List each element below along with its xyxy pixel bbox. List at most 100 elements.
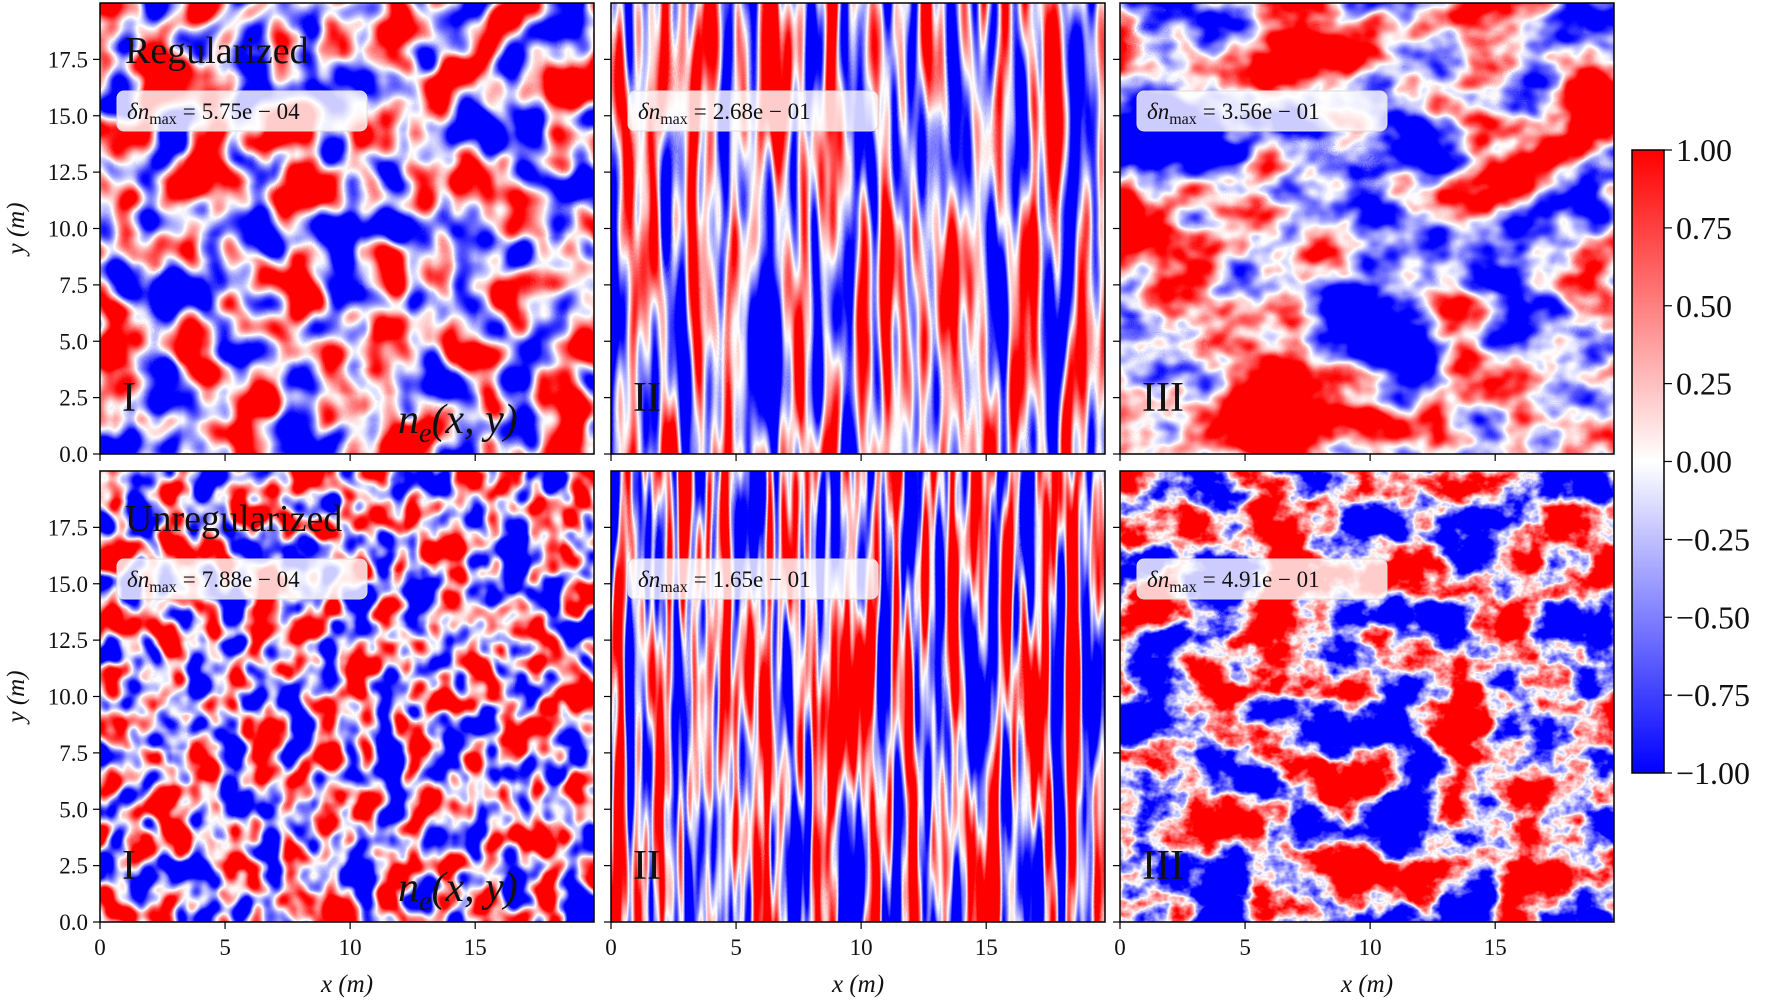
delta-symbol: δn	[1147, 567, 1169, 592]
field-symbol: n	[398, 397, 419, 443]
y-tick-label: 7.5	[59, 273, 88, 298]
delta-subscript: max	[1169, 111, 1197, 128]
delta-relation: =	[183, 567, 196, 592]
colorbar-tick-label: 0.25	[1676, 366, 1732, 402]
delta-value: 2.68e − 01	[713, 99, 811, 124]
colorbar-tick-label: −0.50	[1676, 599, 1750, 635]
y-tick-label: 2.5	[59, 386, 88, 411]
colorbar-tick-label: 0.75	[1676, 210, 1732, 246]
y-tick-label: 10.0	[48, 685, 88, 710]
field-args: (x, y)	[431, 865, 517, 911]
y-tick-label: 17.5	[48, 515, 88, 540]
colorbar-tick-label: 0.00	[1676, 444, 1732, 480]
panel-numeral: III	[1142, 843, 1184, 889]
x-axis-label: x (m)	[320, 971, 373, 998]
y-tick-label: 15.0	[48, 104, 88, 129]
delta-subscript: max	[149, 579, 177, 596]
heatmap-field	[100, 471, 594, 922]
delta-relation: =	[694, 99, 707, 124]
field-subscript: e	[419, 886, 431, 917]
x-tick-label: 5	[730, 935, 742, 960]
x-tick-label: 0	[94, 935, 106, 960]
delta-label: δnmax = 2.68e − 01	[638, 99, 811, 128]
delta-subscript: max	[660, 111, 688, 128]
x-tick-label: 15	[975, 935, 998, 960]
delta-symbol: δn	[127, 99, 149, 124]
x-tick-label: 10	[850, 935, 873, 960]
delta-subscript: max	[149, 111, 177, 128]
colorbar	[1631, 149, 1665, 774]
x-tick-label: 0	[605, 935, 617, 960]
y-tick-label: 0.0	[59, 910, 88, 935]
delta-box	[1136, 558, 1388, 600]
y-tick-label: 10.0	[48, 217, 88, 242]
field-symbol: n	[398, 865, 419, 911]
field-subscript: e	[419, 418, 431, 449]
delta-label: δnmax = 1.65e − 01	[638, 567, 811, 596]
delta-value: 4.91e − 01	[1222, 567, 1320, 592]
panel-numeral: II	[633, 843, 661, 889]
x-tick-label: 10	[339, 935, 362, 960]
delta-relation: =	[1203, 99, 1216, 124]
y-tick-label: 15.0	[48, 572, 88, 597]
delta-symbol: δn	[638, 567, 660, 592]
y-tick-label: 2.5	[59, 854, 88, 879]
delta-value: 5.75e − 04	[202, 99, 300, 124]
y-tick-label: 7.5	[59, 741, 88, 766]
delta-box	[627, 90, 879, 132]
y-tick-label: 5.0	[59, 329, 88, 354]
panel-numeral: II	[633, 375, 661, 421]
x-tick-label: 15	[464, 935, 487, 960]
delta-relation: =	[1203, 567, 1216, 592]
y-tick-label: 5.0	[59, 797, 88, 822]
y-axis-label: y (m)	[3, 670, 30, 725]
heatmap-field	[100, 3, 594, 454]
panel-numeral: I	[122, 843, 136, 889]
heatmap-field	[1120, 471, 1614, 922]
delta-subscript: max	[1169, 579, 1197, 596]
delta-label: δnmax = 4.91e − 01	[1147, 567, 1320, 596]
y-tick-label: 0.0	[59, 442, 88, 467]
x-tick-label: 5	[219, 935, 231, 960]
y-tick-label: 12.5	[48, 628, 88, 653]
colorbar-tick-label: −1.00	[1676, 755, 1750, 791]
delta-label: δnmax = 7.88e − 04	[127, 567, 300, 596]
colorbar-tick-label: 0.50	[1676, 288, 1732, 324]
delta-symbol: δn	[638, 99, 660, 124]
x-tick-label: 5	[1239, 935, 1251, 960]
x-tick-label: 0	[1114, 935, 1126, 960]
heatmap-field	[1120, 3, 1614, 454]
colorbar-tick-label: −0.75	[1676, 677, 1750, 713]
delta-box	[116, 90, 368, 132]
delta-relation: =	[694, 567, 707, 592]
panel-numeral: III	[1142, 375, 1184, 421]
delta-box	[627, 558, 879, 600]
colorbar-tick-label: −0.25	[1676, 521, 1750, 557]
heatmap-field	[611, 3, 1105, 454]
y-axis-label: y (m)	[3, 202, 30, 257]
x-tick-label: 15	[1484, 935, 1507, 960]
heatmap-field	[611, 471, 1105, 922]
panel-numeral: I	[122, 375, 136, 421]
y-tick-label: 17.5	[48, 47, 88, 72]
x-axis-label: x (m)	[1340, 971, 1393, 998]
delta-symbol: δn	[127, 567, 149, 592]
delta-label: δnmax = 5.75e − 04	[127, 99, 300, 128]
delta-symbol: δn	[1147, 99, 1169, 124]
delta-box	[1136, 90, 1388, 132]
delta-value: 1.65e − 01	[713, 567, 811, 592]
delta-relation: =	[183, 99, 196, 124]
delta-value: 3.56e − 01	[1222, 99, 1320, 124]
field-label: ne(x, y)	[398, 397, 518, 449]
y-tick-label: 12.5	[48, 160, 88, 185]
panel-title: Unregularized	[125, 498, 342, 540]
panel-title: Regularized	[125, 30, 309, 72]
delta-value: 7.88e − 04	[202, 567, 300, 592]
field-label: ne(x, y)	[398, 865, 518, 917]
field-args: (x, y)	[431, 397, 517, 443]
delta-label: δnmax = 3.56e − 01	[1147, 99, 1320, 128]
x-axis-label: x (m)	[831, 971, 884, 998]
delta-subscript: max	[660, 579, 688, 596]
colorbar-tick-label: 1.00	[1676, 132, 1732, 168]
